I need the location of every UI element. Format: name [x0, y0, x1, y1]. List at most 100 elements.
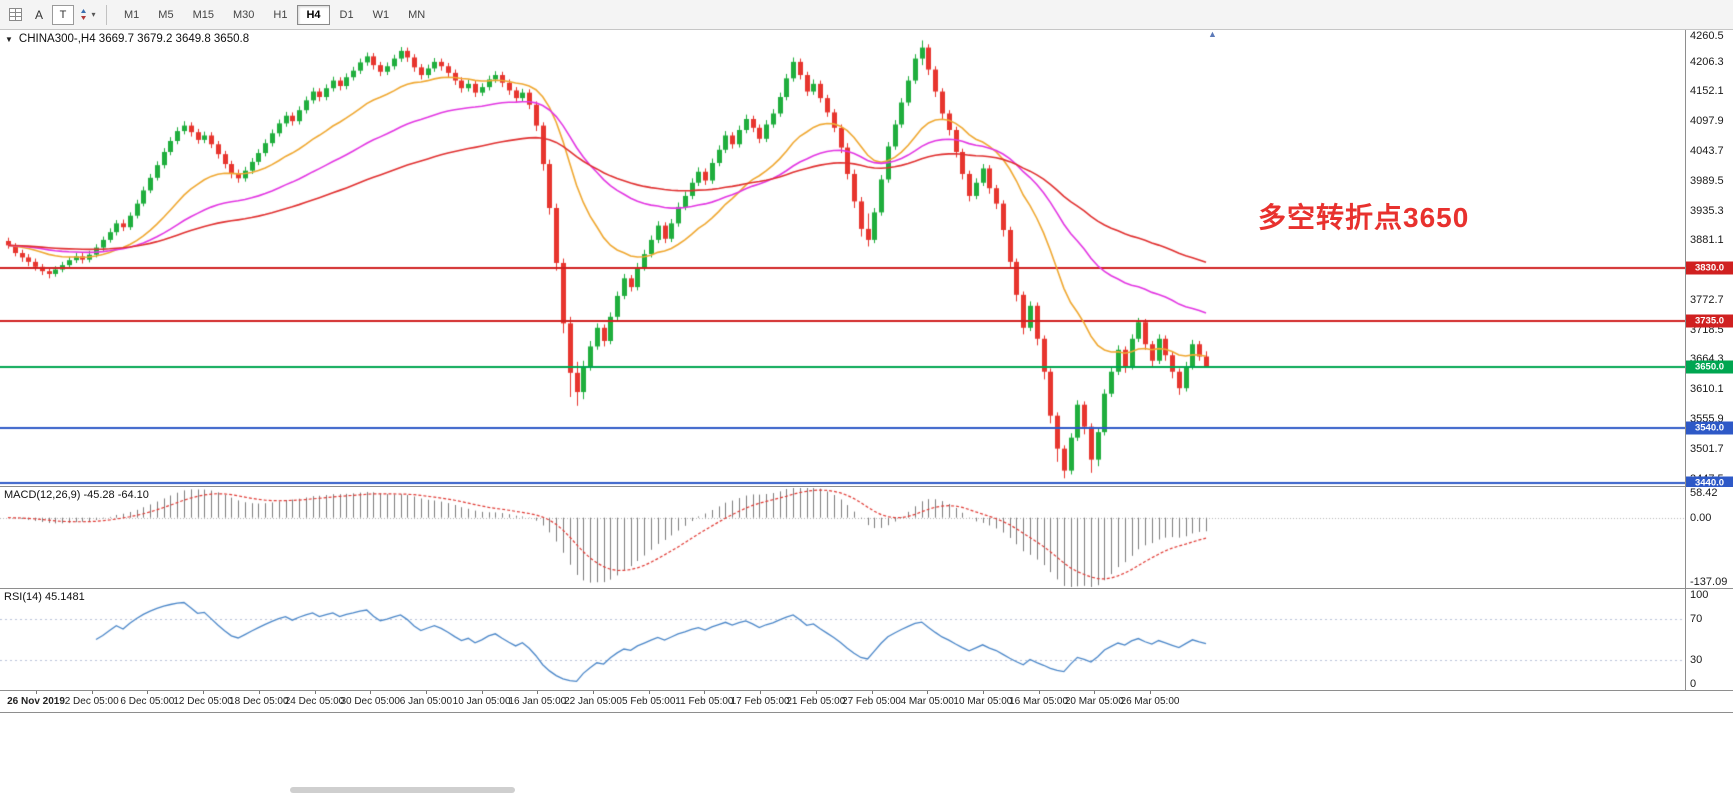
time-tick	[147, 691, 149, 694]
chevron-down-icon: ▾	[91, 10, 96, 19]
price-axis-label: 3989.5	[1690, 174, 1724, 187]
price-tag-3830.0: 3830.0	[1686, 261, 1733, 275]
timeframe-button-h1[interactable]: H1	[264, 5, 296, 25]
price-axis-label: 4260.5	[1690, 30, 1724, 42]
chart-window: ▼ CHINA300-,H4 3669.7 3679.2 3649.8 3650…	[0, 29, 1733, 713]
price-axis-label: 3772.7	[1690, 293, 1724, 306]
chart-title-text: CHINA300-,H4 3669.7 3679.2 3649.8 3650.8	[18, 33, 250, 45]
rsi-label: RSI(14) 45.1481	[4, 591, 85, 603]
time-tick	[258, 691, 260, 694]
macd-chart-canvas[interactable]	[0, 487, 1685, 588]
macd-axis-label: 58.42	[1690, 487, 1718, 499]
rsi-panel: RSI(14) 45.1481 100 70 30 0	[0, 589, 1733, 691]
time-axis-label: 6 Jan 05:00	[399, 696, 453, 707]
timeframe-button-mn[interactable]: MN	[399, 5, 434, 25]
price-axis-label: 4206.3	[1690, 55, 1724, 68]
macd-axis-label: -137.09	[1690, 576, 1728, 588]
rsi-axis[interactable]: 100 70 30 0	[1685, 589, 1733, 690]
time-axis-label: 27 Feb 05:00	[842, 696, 901, 707]
time-tick	[537, 691, 539, 694]
timeframe-button-w1[interactable]: W1	[364, 5, 399, 25]
time-tick	[314, 691, 316, 694]
price-tag-3440.0: 3440.0	[1686, 476, 1733, 490]
horizontal-scrollbar-thumb[interactable]	[290, 787, 515, 793]
time-tick	[370, 691, 372, 694]
rsi-axis-label: 0	[1690, 678, 1697, 690]
timeframe-button-m15[interactable]: M15	[184, 5, 223, 25]
timeframe-group: M1 M5 M15 M30 H1 H4 D1 W1 MN	[115, 4, 434, 25]
time-axis[interactable]: 26 Nov 2019 2 Dec 05:00 6 Dec 05:00 12 Dec …	[0, 691, 1733, 713]
time-axis-label: 16 Mar 05:00	[1009, 696, 1069, 707]
annotation-text: 多空转折点3650	[1258, 202, 1470, 233]
time-axis-label: 16 Jan 05:00	[508, 696, 567, 707]
time-axis-label: 5 Feb 05:00	[622, 696, 676, 707]
time-tick	[481, 691, 483, 694]
timeframe-button-m1[interactable]: M1	[115, 5, 148, 25]
time-tick	[927, 691, 929, 694]
scale-tool-dropdown-button[interactable]: ▾	[76, 4, 98, 26]
time-axis-label: 4 Mar 05:00	[900, 696, 954, 707]
timeframe-button-m30[interactable]: M30	[224, 5, 263, 25]
time-tick	[593, 691, 594, 694]
time-tick	[1038, 691, 1040, 694]
time-axis-label: 6 Dec 05:00	[120, 696, 175, 707]
time-axis-label: 26 Mar 05:00	[1120, 696, 1180, 707]
text-annotation-button[interactable]: A	[28, 4, 50, 26]
toolbar-separator	[106, 4, 107, 25]
timeframe-button-h4[interactable]: H4	[297, 4, 330, 25]
time-tick	[760, 691, 762, 694]
macd-panel: MACD(12,26,9) -45.28 -64.10 58.42 0.00 -13…	[0, 487, 1733, 589]
price-tag-3540.0: 3540.0	[1686, 421, 1733, 435]
chart-shift-marker-icon[interactable]: ▲	[1208, 29, 1217, 39]
text-label-button[interactable]: T	[52, 4, 74, 25]
time-tick	[815, 691, 817, 694]
price-axis-label: 4152.1	[1690, 85, 1724, 98]
price-axis-label: 4097.9	[1690, 115, 1724, 128]
time-axis-label: 12 Dec 05:00	[173, 696, 233, 707]
time-axis-label: 20 Mar 05:00	[1064, 696, 1124, 707]
time-axis-label: 18 Dec 05:00	[229, 696, 289, 707]
price-axis-label: 4043.7	[1690, 145, 1724, 158]
time-axis-label: 22 Jan 05:00	[564, 696, 622, 707]
macd-axis-label: 0.00	[1690, 511, 1712, 524]
time-tick	[36, 691, 37, 694]
timeframe-button-d1[interactable]: D1	[331, 5, 363, 25]
time-axis-label: 11 Feb 05:00	[675, 696, 734, 707]
rsi-axis-label: 70	[1690, 613, 1703, 626]
time-tick	[203, 691, 205, 694]
time-axis-label: 24 Dec 05:00	[284, 696, 345, 707]
timeframe-button-m5[interactable]: M5	[149, 5, 182, 25]
price-tag-3735.0: 3735.0	[1686, 314, 1733, 328]
time-tick	[91, 691, 93, 694]
time-tick	[982, 691, 984, 694]
macd-label: MACD(12,26,9) -45.28 -64.10	[4, 489, 149, 501]
time-tick	[704, 691, 706, 694]
time-axis-label: 10 Jan 05:00	[452, 696, 511, 707]
price-tag-3650.0: 3650.0	[1686, 360, 1733, 374]
grid-icon	[8, 8, 22, 21]
price-panel: ▼ CHINA300-,H4 3669.7 3679.2 3649.8 3650…	[0, 29, 1733, 490]
price-axis-label: 3881.1	[1690, 234, 1724, 247]
price-chart-canvas[interactable]	[0, 30, 1685, 486]
time-tick	[648, 691, 650, 694]
time-axis-label: 10 Mar 05:00	[953, 696, 1013, 707]
ohlc-toggle-icon[interactable]: ▼	[5, 34, 13, 44]
price-axis-label: 3610.1	[1690, 383, 1724, 396]
time-axis-label: 21 Feb 05:00	[786, 696, 846, 707]
chart-title: ▼ CHINA300-,H4 3669.7 3679.2 3649.8 3650…	[5, 33, 249, 45]
time-axis-label: 2 Dec 05:00	[64, 696, 119, 707]
time-tick	[425, 691, 427, 694]
time-tick	[871, 691, 873, 694]
price-axis[interactable]: 4260.5 4206.3 4152.1 4097.9 4043.7 3989.5 3935…	[1685, 30, 1733, 490]
time-axis-label: 26 Nov 2019	[7, 696, 65, 707]
rsi-chart-canvas[interactable]	[0, 589, 1685, 690]
price-axis-label: 3935.3	[1690, 204, 1724, 217]
tile-windows-icon[interactable]	[4, 4, 26, 26]
time-axis-label: 17 Feb 05:00	[730, 696, 790, 707]
time-tick	[1150, 691, 1151, 694]
macd-axis[interactable]: 58.42 0.00 -137.09	[1685, 487, 1733, 588]
time-tick	[1094, 691, 1096, 694]
rsi-axis-label: 100	[1690, 589, 1709, 601]
bottom-margin	[0, 713, 1733, 795]
